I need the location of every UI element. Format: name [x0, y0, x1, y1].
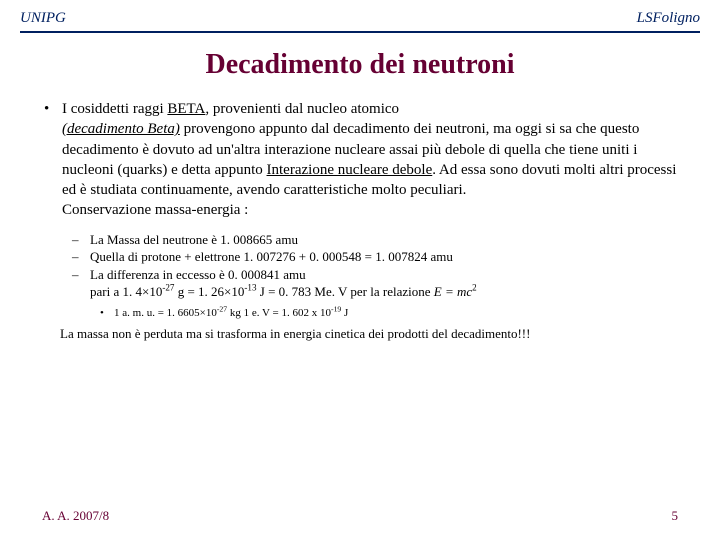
main-line1-prefix: I cosiddetti raggi — [62, 101, 167, 117]
dash-icon: – — [72, 231, 90, 249]
sub-b: Quella di protone + elettrone 1. 007276 … — [90, 248, 453, 266]
sub-item: –La Massa del neutrone è 1. 008665 amu — [72, 231, 684, 249]
sub-item: –La differenza in eccesso è 0. 000841 am… — [72, 266, 684, 284]
main-bullet: •I cosiddetti raggi BETA, provenienti da… — [44, 99, 684, 221]
main-line2-italic: (decadimento Beta) — [62, 121, 180, 137]
sub-d-prefix: pari a 1. 4 — [90, 284, 142, 299]
main-line2-interaction: Interazione nucleare debole — [267, 162, 433, 178]
sub-c: La differenza in eccesso è 0. 000841 amu — [90, 266, 306, 284]
subsub-exp1: -27 — [217, 304, 227, 313]
bullet-dot-icon: • — [44, 99, 62, 119]
slide-footer: A. A. 2007/8 5 — [0, 508, 720, 524]
subsub-mid: kg 1 e. V = 1. 602 x 10 — [227, 307, 331, 319]
sub-d-mid2: J = 0. 783 Me. V per la relazione — [257, 284, 434, 299]
times-icon: × — [224, 284, 231, 299]
sub-d-mid1: g = 1. 26 — [174, 284, 224, 299]
sub-a: La Massa del neutrone è 1. 008665 amu — [90, 231, 298, 249]
subsub-item: •1 a. m. u. = 1. 6605×10-27 kg 1 e. V = … — [100, 307, 684, 319]
dash-icon: – — [72, 248, 90, 266]
main-line1-beta: BETA — [167, 101, 205, 117]
times-icon: × — [200, 307, 206, 319]
footer-left: A. A. 2007/8 — [42, 508, 109, 524]
sub-list: –La Massa del neutrone è 1. 008665 amu –… — [72, 231, 684, 301]
dash-icon — [72, 283, 90, 301]
header-divider — [20, 31, 700, 33]
main-line3: Conservazione massa-energia : — [62, 200, 684, 220]
closing-text: La massa non è perduta ma si trasforma i… — [60, 325, 684, 343]
subsub-prefix: 1 a. m. u. = 1. 6605 — [114, 307, 200, 319]
header-right: LSFoligno — [637, 10, 700, 27]
sub-d: pari a 1. 4×10-27 g = 1. 26×10-13 J = 0.… — [90, 283, 477, 301]
main-continuation: (decadimento Beta) provengono appunto da… — [62, 119, 684, 220]
slide-title: Decadimento dei neutroni — [0, 49, 720, 81]
bullet-dot-icon: • — [100, 307, 114, 319]
sub-d-exp3: 2 — [472, 283, 477, 293]
sub-item: pari a 1. 4×10-27 g = 1. 26×10-13 J = 0.… — [72, 283, 684, 301]
header-left: UNIPG — [20, 10, 66, 27]
footer-right: 5 — [672, 508, 679, 524]
sub-d-rel: E = mc — [434, 284, 472, 299]
subsub-suffix: J — [341, 307, 348, 319]
sub-d-exp2: -13 — [244, 283, 256, 293]
sub-item: –Quella di protone + elettrone 1. 007276… — [72, 248, 684, 266]
dash-icon: – — [72, 266, 90, 284]
slide-content: •I cosiddetti raggi BETA, provenienti da… — [0, 99, 720, 342]
times-icon: × — [142, 284, 149, 299]
subsub-exp2: -19 — [331, 304, 341, 313]
slide-header: UNIPG LSFoligno — [0, 0, 720, 31]
main-line1-suffix: , provenienti dal nucleo atomico — [205, 101, 399, 117]
sub-d-exp1: -27 — [162, 283, 174, 293]
